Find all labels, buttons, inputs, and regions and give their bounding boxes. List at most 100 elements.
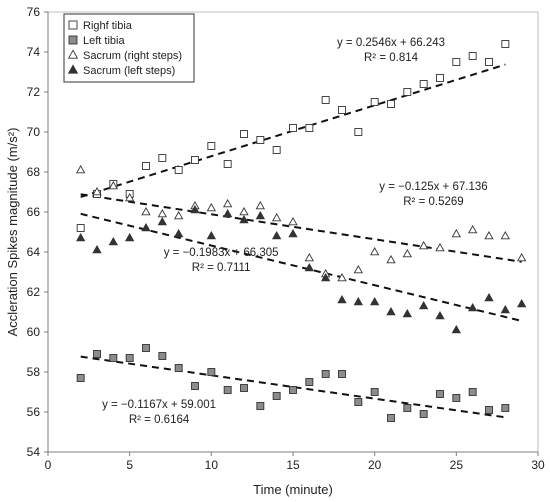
y-tick-label: 54: [27, 445, 41, 459]
data-point: [191, 382, 199, 390]
data-point: [223, 160, 232, 168]
data-point: [271, 230, 282, 240]
data-point: [288, 228, 298, 238]
data-point: [142, 162, 150, 170]
x-tick-label: 20: [368, 458, 382, 472]
legend-label: Sacrum (left steps): [83, 65, 175, 77]
data-point: [75, 164, 86, 174]
data-point: [124, 232, 135, 242]
data-point: [403, 88, 412, 96]
x-tick-label: 10: [205, 458, 219, 472]
data-point: [93, 350, 101, 358]
data-point: [353, 296, 364, 306]
data-point: [403, 404, 412, 412]
data-point: [467, 302, 478, 312]
data-point: [369, 246, 380, 256]
data-point: [239, 206, 249, 216]
data-point: [370, 98, 379, 106]
data-point: [255, 200, 266, 210]
data-point: [239, 214, 249, 224]
trendline-equation: y = −0.125x + 67.136: [379, 181, 487, 193]
data-point: [142, 344, 150, 352]
legend-box: [63, 13, 195, 83]
data-point: [76, 374, 85, 382]
x-axis-title: Time (minute): [253, 482, 333, 497]
data-point: [484, 230, 494, 240]
data-point: [207, 368, 216, 376]
data-point: [109, 354, 118, 362]
data-point: [222, 208, 233, 218]
x-tick-label: 0: [45, 458, 52, 472]
y-tick-label: 68: [27, 165, 41, 179]
data-point: [467, 224, 478, 234]
data-point: [468, 388, 477, 396]
data-point: [256, 402, 265, 410]
y-tick-label: 66: [27, 205, 41, 219]
data-point: [141, 222, 151, 232]
data-point: [206, 230, 217, 240]
data-point: [92, 244, 102, 254]
data-point: [370, 388, 379, 396]
data-point: [435, 310, 445, 320]
data-point: [451, 324, 462, 334]
data-point: [500, 230, 511, 240]
y-tick-label: 70: [27, 125, 41, 139]
data-point: [369, 296, 380, 306]
data-point: [451, 228, 462, 238]
data-point: [240, 384, 248, 392]
data-point: [516, 252, 527, 262]
y-tick-label: 62: [27, 285, 41, 299]
data-point: [75, 232, 86, 242]
trendline-equation: y = −0.1167x + 59.001: [102, 399, 216, 411]
data-point: [468, 52, 477, 60]
data-point: [436, 390, 444, 398]
legend-label: Left tibia: [83, 35, 125, 47]
data-point: [485, 406, 493, 414]
legend-marker: [68, 35, 78, 45]
data-point: [419, 80, 428, 88]
legend-label: Sacrum (right steps): [83, 50, 182, 62]
data-point: [108, 180, 119, 190]
data-point: [321, 370, 330, 378]
trendline-3: [80, 212, 522, 322]
data-point: [337, 294, 347, 304]
data-point: [305, 378, 314, 386]
y-axis-title: Accleration Spikes magnitude (m/s²): [5, 128, 20, 337]
data-point: [501, 404, 510, 412]
data-point: [305, 124, 314, 132]
data-point: [500, 304, 511, 314]
data-point: [288, 216, 298, 226]
x-tick-label: 5: [126, 458, 133, 472]
trendline-r-squared: R² = 0.6164: [129, 414, 190, 426]
data-point: [174, 364, 183, 372]
data-point: [419, 410, 428, 418]
legend-marker: [67, 64, 79, 74]
legend-label: Righf tibia: [83, 20, 133, 32]
data-point: [452, 394, 461, 402]
y-tick-label: 76: [27, 5, 41, 19]
data-point: [255, 210, 266, 220]
data-point: [92, 186, 102, 196]
data-point: [174, 166, 183, 174]
x-tick-label: 15: [286, 458, 300, 472]
data-point: [289, 386, 297, 394]
data-point: [240, 130, 248, 138]
data-point: [353, 264, 364, 274]
data-point: [158, 352, 167, 360]
data-point: [256, 136, 265, 144]
data-point: [157, 216, 168, 226]
trendline-equations: y = 0.2546x + 66.243 R² = 0.814 y = −0.116…: [102, 37, 488, 426]
data-point: [173, 228, 184, 238]
data-point: [108, 236, 119, 246]
y-tick-label: 74: [27, 45, 41, 59]
data-points: [75, 40, 527, 422]
legend-marker: [68, 20, 78, 30]
data-point: [387, 414, 395, 422]
data-point: [436, 74, 444, 82]
data-point: [304, 252, 315, 262]
y-tick-label: 56: [27, 405, 41, 419]
y-tick-label: 58: [27, 365, 41, 379]
data-point: [158, 154, 167, 162]
legend: Righf tibia Left tibia Sacrum (right steps…: [63, 13, 195, 83]
